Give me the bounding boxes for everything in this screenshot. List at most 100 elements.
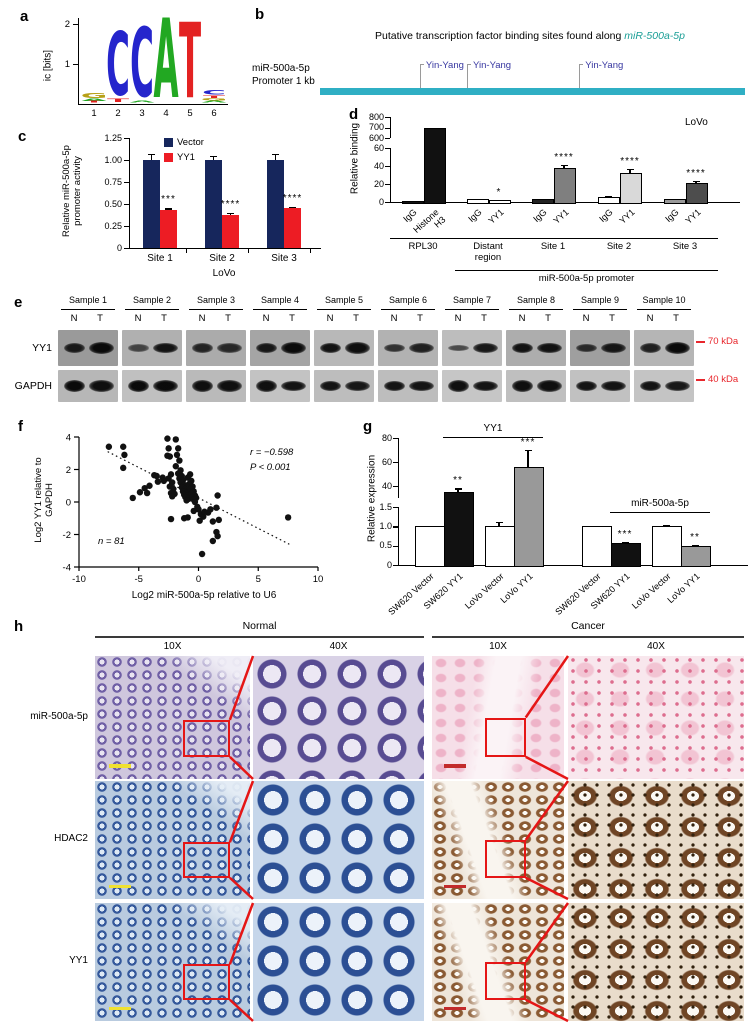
blot-band [511, 342, 533, 354]
blot-band [152, 342, 178, 354]
panel-d-y-axis-segment [390, 117, 392, 138]
blot-band [63, 342, 85, 354]
lane-label: N [518, 313, 526, 324]
blot-band [191, 380, 213, 392]
blot-band [319, 342, 341, 354]
logo-letter-glyph: T [178, 4, 202, 126]
panel-c-y-tick-label: 0.50 [104, 198, 122, 209]
error-bar-cap [148, 153, 155, 156]
logo-x-tick-label: 5 [187, 108, 193, 119]
panel-f-x-axis-label: Log2 miR-500a-5p relative to U6 [131, 590, 277, 601]
blot-band [255, 380, 277, 392]
blot-row-label-gapdh: GAPDH [14, 380, 52, 392]
sample-label: Sample 2 [132, 295, 172, 305]
svg-text:-5: -5 [135, 574, 143, 585]
panel-d-group-label: Site 3 [672, 241, 698, 252]
panel-c-y-tick [124, 248, 129, 250]
condition-label-cancer: Cancer [571, 620, 605, 632]
error-bar-cap [662, 524, 670, 526]
blot-band [600, 342, 626, 354]
logo-letter-C: C [130, 10, 154, 121]
blot-band [664, 342, 690, 354]
panel-g-y-tick-label: 40 [381, 480, 392, 491]
histology-image-mir-500a-5p-normal-40x [253, 656, 424, 779]
panel-g-expression-chart: Relative expression 40 60 80 0 0.5 1.0 1.5 SW62… [360, 405, 754, 630]
error-bar-cap [495, 521, 503, 523]
blot-band [280, 342, 306, 354]
panel-g-y-tick [393, 438, 398, 440]
bracket-label: YY1 [483, 423, 503, 434]
svg-text:0: 0 [66, 498, 71, 509]
marker-label: 40 kDa [708, 374, 739, 385]
histology-image-hdac2-cancer-40x [568, 781, 744, 899]
zoom-region-box [484, 717, 526, 757]
panel-c-y-tick-label: 0 [116, 242, 122, 253]
magnification-label: 10X [163, 641, 182, 652]
blot-band [152, 380, 178, 392]
histology-image-mir-500a-5p-cancer-10x [432, 656, 564, 779]
sample-label: Sample 7 [452, 295, 492, 305]
logo-y-tick [73, 64, 78, 66]
binding-site-label: Yin-Yang [425, 60, 464, 71]
panel-g-x-axis [398, 565, 748, 567]
lane-label: T [673, 313, 679, 324]
significance-stars: **** [686, 167, 706, 179]
error-bar-cap [691, 545, 699, 547]
error-bar-cap [272, 153, 279, 156]
panel-d-group-line [520, 238, 586, 240]
blot-band [447, 344, 469, 352]
panel-g-bar [415, 526, 445, 567]
logo-y-axis [78, 18, 80, 104]
logo-letter-glyph: G [200, 97, 228, 102]
logo-letter-T: T [202, 94, 226, 100]
correlation-p-value: P < 0.001 [250, 462, 291, 473]
panel-label-c: c [18, 128, 27, 145]
sample-underline [445, 309, 499, 311]
blot-band [575, 380, 597, 392]
panel-g-bar [611, 542, 641, 567]
histology-row-label: miR-500a-5p [30, 710, 88, 722]
legend-label-vector: Vector [177, 137, 204, 148]
marker-dash [696, 341, 705, 343]
lane-label: T [545, 313, 551, 324]
lane-label: N [454, 313, 462, 324]
panel-d-group-label: Distant region [473, 241, 503, 263]
panel-c-bar-vector [205, 160, 222, 248]
sample-underline [637, 309, 691, 311]
panel-g-bar [444, 492, 474, 567]
error-bar-whisker [629, 168, 631, 174]
logo-letter-glyph: T [202, 94, 226, 100]
blot-band [639, 380, 661, 392]
panel-d-group-line [390, 238, 456, 240]
lane-label: T [161, 313, 167, 324]
panel-g-bar [514, 466, 544, 567]
svg-text:-2: -2 [63, 530, 71, 541]
significance-stars: *** [617, 528, 633, 540]
promoter-label: miR-500a-5p Promoter 1 kb [252, 63, 315, 87]
logo-y-tick-label: 1 [64, 58, 70, 70]
error-bar-cap [626, 168, 634, 170]
histology-image-yy1-normal-10x [95, 903, 250, 1021]
significance-stars: **** [282, 192, 303, 204]
panel-d-y-tick-label: 600 [368, 132, 384, 143]
binding-site-label: Yin-Yang [473, 60, 512, 71]
panel-g-y-tick [393, 462, 398, 464]
panel-g-bar [681, 546, 711, 567]
panel-c-x-category-label: Site 1 [147, 253, 173, 264]
panel-c-y-tick [124, 226, 129, 228]
panel-d-group-line [652, 238, 718, 240]
panel-c-y-tick-label: 0.75 [104, 176, 122, 187]
histology-image-yy1-cancer-40x [568, 903, 744, 1021]
panel-c-y-axis [129, 138, 131, 248]
panel-d-bar [664, 198, 686, 204]
legend-swatch-yy1 [164, 153, 173, 162]
logo-letter-T: T [178, 4, 202, 125]
sample-label: Sample 4 [260, 295, 300, 305]
svg-text:4: 4 [66, 433, 71, 444]
panel-c-y-tick-label: 1.00 [104, 154, 122, 165]
logo-x-tick-label: 6 [211, 108, 217, 119]
panel-d-y-axis-segment [390, 148, 392, 202]
lane-label: N [582, 313, 590, 324]
error-bar-cap [621, 541, 629, 543]
blot-row-label-yy1: YY1 [32, 342, 52, 354]
